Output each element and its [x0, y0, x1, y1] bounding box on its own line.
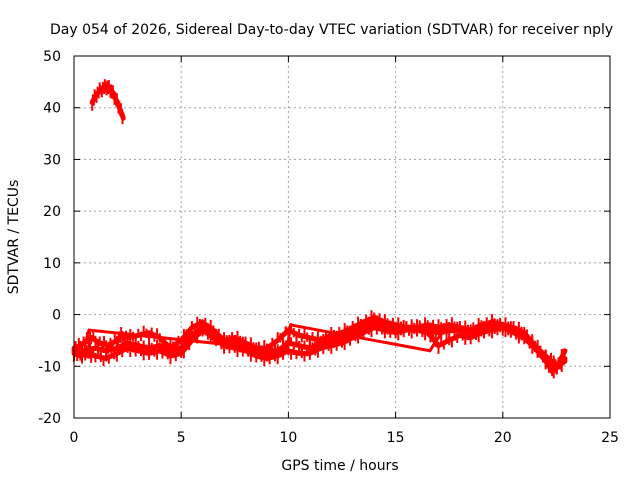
axis-ticks: 0 5 10 15 20 25 -20 -10 0 10 20 30 40 50	[38, 49, 619, 446]
x-tick-label: 10	[279, 430, 297, 446]
data-series	[71, 79, 568, 379]
spike-mark	[83, 328, 91, 348]
x-tick-label: 0	[70, 430, 79, 446]
y-tick-label: -10	[38, 359, 61, 375]
spike-mark	[441, 326, 492, 335]
y-tick-label: 30	[43, 152, 61, 168]
spike-mark	[490, 318, 498, 327]
x-tick-label: 15	[387, 430, 405, 446]
spike-mark	[434, 331, 445, 342]
spike-mark	[284, 338, 290, 353]
spike-mark	[428, 338, 438, 353]
y-tick-label: 0	[52, 308, 61, 324]
spike-mark	[289, 323, 432, 353]
y-tick-label: 20	[43, 204, 61, 220]
chart-title: Day 054 of 2026, Sidereal Day-to-day VTE…	[50, 22, 613, 38]
x-axis-label: GPS time / hours	[281, 458, 398, 474]
plot-border	[73, 55, 611, 419]
series-early-arc	[89, 79, 126, 125]
x-tick-label: 5	[177, 430, 186, 446]
y-tick-label: -20	[38, 411, 61, 427]
grid-lines	[74, 56, 610, 418]
y-axis-label: SDTVAR / TECUs	[6, 180, 22, 295]
plot-frame	[73, 55, 611, 419]
spike-mark	[87, 328, 288, 353]
spike-mark	[286, 323, 293, 342]
x-tick-label: 20	[494, 430, 512, 446]
series-spikes	[83, 318, 498, 353]
x-tick-label: 25	[601, 430, 619, 446]
y-tick-label: 40	[43, 101, 61, 117]
y-tick-label: 10	[43, 256, 61, 272]
y-tick-label: 50	[43, 49, 61, 65]
